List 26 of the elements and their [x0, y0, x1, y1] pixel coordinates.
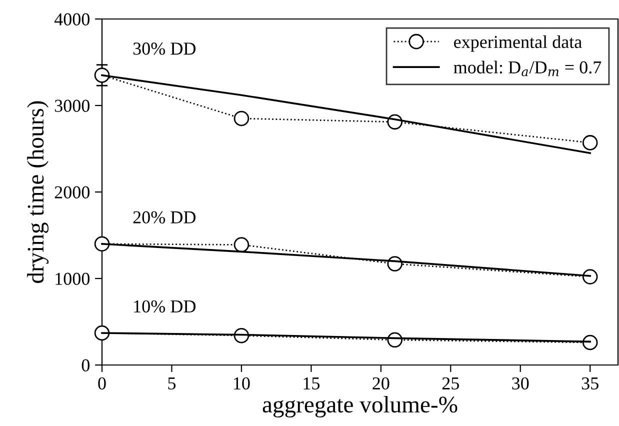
x-axis-title: aggregate volume-% [262, 396, 458, 418]
x-tick-label: 25 [442, 377, 459, 390]
x-tick-label: 5 [168, 378, 176, 390]
x-tick-label: 0 [98, 377, 106, 390]
point [582, 269, 598, 284]
y-axis-title: drying time (hours) [27, 101, 49, 283]
x-tick-label: 20 [372, 377, 390, 390]
annotation: 10% DD [134, 300, 196, 313]
x-tick-label: 35 [582, 377, 598, 390]
point [234, 110, 250, 126]
y-tick-label: 4000 [54, 13, 90, 26]
x-tick-label: 10 [234, 377, 250, 390]
annotation: 30% DD [133, 42, 196, 55]
y-tick-label: 0 [82, 359, 90, 372]
annotation: 20% DD [133, 211, 196, 224]
point [94, 236, 110, 252]
legend-label: experimental data [454, 35, 582, 52]
x-tick-label: 30 [512, 377, 529, 390]
y-tick-label: 1000 [56, 272, 90, 285]
legend-label: model: D$_{a}$/D$_{m}$ = 0.7 [454, 60, 602, 76]
y-tick-label: 2000 [54, 186, 90, 198]
point [582, 135, 598, 150]
point [234, 237, 250, 252]
x-tick-label: 15 [304, 377, 320, 390]
point [94, 68, 110, 83]
y-tick-label: 3000 [54, 100, 90, 112]
